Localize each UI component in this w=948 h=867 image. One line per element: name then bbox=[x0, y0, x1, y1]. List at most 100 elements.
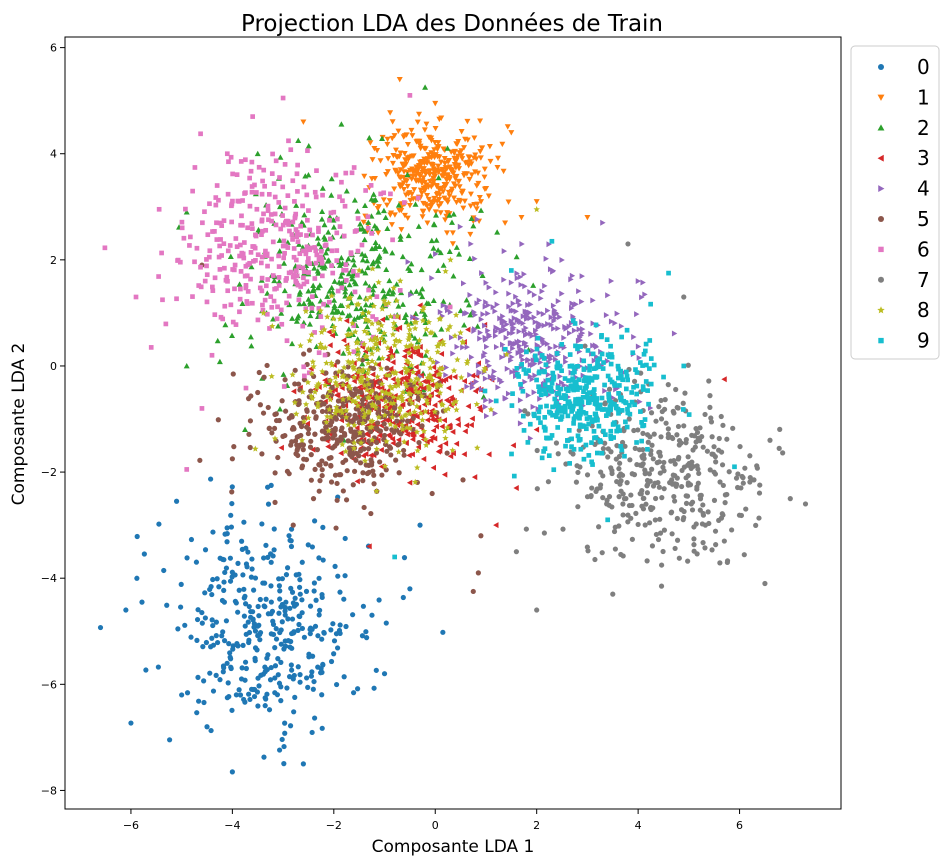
data-point bbox=[269, 430, 275, 436]
data-point bbox=[464, 357, 471, 364]
data-point bbox=[620, 501, 626, 507]
data-point bbox=[214, 576, 220, 582]
data-point bbox=[530, 282, 537, 288]
data-point bbox=[245, 301, 250, 306]
data-point bbox=[319, 368, 326, 375]
data-point bbox=[633, 510, 639, 516]
data-point bbox=[223, 565, 230, 571]
data-point bbox=[209, 591, 215, 598]
data-point bbox=[422, 408, 429, 415]
data-point bbox=[435, 174, 442, 181]
data-point bbox=[217, 220, 223, 226]
data-point bbox=[678, 440, 684, 446]
data-point bbox=[371, 481, 377, 487]
data-point bbox=[251, 587, 257, 593]
data-point bbox=[692, 444, 698, 450]
data-point bbox=[475, 362, 482, 369]
data-point bbox=[372, 243, 379, 250]
data-point bbox=[477, 407, 483, 414]
data-point bbox=[387, 366, 394, 373]
data-point bbox=[234, 640, 240, 647]
data-point bbox=[408, 430, 415, 437]
data-point bbox=[263, 227, 269, 233]
data-point bbox=[616, 390, 621, 396]
data-point bbox=[416, 388, 423, 396]
data-point bbox=[361, 382, 368, 389]
series-6 bbox=[102, 93, 453, 472]
data-point bbox=[406, 326, 413, 333]
data-point bbox=[574, 384, 580, 390]
data-point bbox=[328, 627, 334, 633]
data-point bbox=[623, 400, 629, 406]
data-point bbox=[608, 428, 614, 434]
data-point bbox=[280, 213, 285, 218]
data-point bbox=[228, 524, 235, 530]
data-point bbox=[198, 284, 204, 290]
data-point bbox=[601, 360, 606, 365]
data-point bbox=[360, 413, 368, 420]
data-point bbox=[368, 176, 375, 182]
data-point bbox=[401, 314, 408, 320]
data-point bbox=[468, 172, 475, 178]
data-point bbox=[208, 476, 214, 482]
data-point bbox=[361, 311, 368, 317]
data-point bbox=[397, 288, 403, 293]
data-point bbox=[471, 309, 477, 316]
data-point bbox=[394, 418, 400, 424]
data-point bbox=[545, 371, 552, 378]
data-point bbox=[419, 293, 426, 300]
data-point bbox=[473, 400, 481, 407]
data-point bbox=[419, 416, 426, 423]
data-point bbox=[378, 322, 385, 329]
data-point bbox=[523, 342, 530, 349]
data-point bbox=[295, 627, 301, 633]
data-point bbox=[426, 207, 433, 213]
data-point bbox=[450, 211, 457, 217]
data-point bbox=[204, 257, 209, 262]
data-point bbox=[444, 326, 452, 333]
data-point bbox=[264, 311, 270, 317]
data-point bbox=[576, 377, 582, 383]
data-point bbox=[259, 232, 264, 238]
data-point bbox=[579, 273, 585, 280]
data-point bbox=[282, 612, 288, 618]
data-point bbox=[461, 378, 467, 385]
data-point bbox=[305, 414, 312, 421]
data-point bbox=[222, 265, 227, 271]
data-point bbox=[589, 485, 595, 491]
data-point bbox=[339, 441, 346, 448]
data-point bbox=[478, 386, 485, 393]
data-point bbox=[491, 373, 497, 380]
data-point bbox=[305, 259, 311, 265]
data-point bbox=[338, 450, 344, 457]
data-point bbox=[254, 206, 260, 212]
data-point bbox=[325, 229, 332, 235]
data-point bbox=[214, 639, 221, 646]
data-point bbox=[413, 178, 420, 184]
data-point bbox=[225, 288, 231, 294]
data-point bbox=[536, 309, 542, 316]
data-point bbox=[315, 633, 321, 639]
data-point bbox=[446, 164, 453, 170]
data-point bbox=[210, 576, 216, 583]
data-point bbox=[380, 207, 387, 214]
data-point bbox=[636, 447, 643, 453]
data-point bbox=[443, 181, 450, 188]
data-point bbox=[335, 398, 342, 404]
data-point bbox=[361, 236, 368, 243]
data-point bbox=[637, 398, 643, 405]
data-point bbox=[332, 379, 339, 386]
data-point bbox=[603, 432, 608, 438]
data-point bbox=[618, 373, 624, 379]
data-point bbox=[297, 591, 303, 597]
data-point bbox=[201, 699, 207, 706]
data-point bbox=[543, 255, 549, 262]
data-point bbox=[488, 398, 495, 405]
data-point bbox=[297, 342, 304, 349]
data-point bbox=[462, 160, 469, 166]
data-point bbox=[742, 465, 748, 471]
data-point bbox=[430, 163, 437, 169]
data-point bbox=[583, 411, 589, 416]
data-point bbox=[576, 408, 582, 414]
data-point bbox=[492, 308, 498, 315]
